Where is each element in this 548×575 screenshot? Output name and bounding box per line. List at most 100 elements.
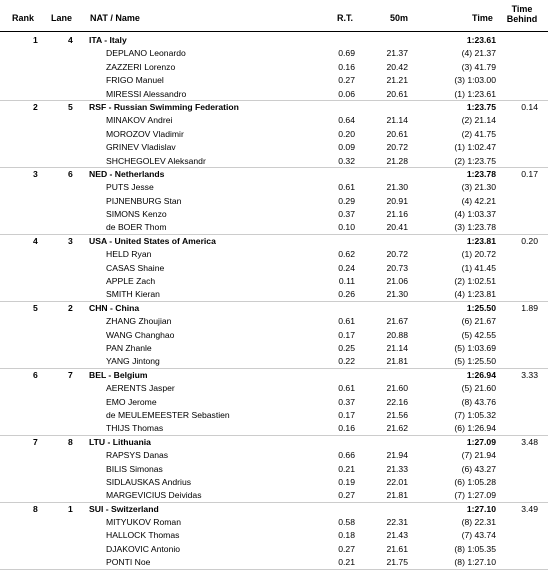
swimmer-name: HELD Ryan [106,249,152,260]
swimmer-split: 21.62 [386,423,408,434]
swimmer-split: 20.91 [386,195,408,206]
swimmer-row: SIMONS Kenzo 0.37 21.16 (4) 1:03.37 [0,208,548,221]
team-time: 1:26.94 [466,369,496,380]
swimmer-split: 21.06 [386,276,408,287]
swimmer-name: RAPSYS Danas [106,450,169,461]
team-time: 1:23.81 [466,235,496,246]
swimmer-cumulative-time: (5) 1:03.69 [454,342,496,353]
swimmer-split: 21.43 [386,530,408,541]
swimmer-name: PAN Zhanle [106,342,152,353]
swimmer-row: PIJNENBURG Stan 0.29 20.91 (4) 42.21 [0,195,548,208]
header-lane: Lane [51,13,73,23]
team-divider [0,434,548,436]
team-nat: NED - Netherlands [89,168,165,179]
swimmer-cumulative-time: (5) 42.55 [461,329,496,340]
swimmer-name: EMO Jerome [106,396,157,407]
swimmer-row: HELD Ryan 0.62 20.72 (1) 20.72 [0,248,548,261]
swimmer-name: WANG Changhao [106,329,175,340]
team-nat: SUI - Switzerland [89,503,159,514]
swimmer-row: PAN Zhanle 0.25 21.14 (5) 1:03.69 [0,342,548,355]
swimmer-cumulative-time: (4) 1:03.37 [454,209,496,220]
swimmer-split: 21.81 [386,490,408,501]
team-lane: 1 [68,503,73,514]
team-time-behind: 3.33 [521,369,538,380]
swimmer-name: PIJNENBURG Stan [106,195,182,206]
team-rank: 1 [33,35,38,45]
swimmer-cumulative-time: (1) 41.45 [461,262,496,273]
swimmer-name: MIRESSI Alessandro [106,88,187,99]
swimmer-split: 21.37 [386,48,408,59]
swimmer-row: YANG Jintong 0.22 21.81 (5) 1:25.50 [0,355,548,369]
swimmer-reaction-time: 0.17 [338,409,355,420]
swimmer-cumulative-time: (6) 21.67 [461,316,496,327]
swimmer-cumulative-time: (7) 43.74 [461,530,496,541]
team-nat: CHN - China [89,302,140,313]
swimmer-row: FRIGO Manuel 0.27 21.21 (3) 1:03.00 [0,74,548,87]
swimmer-name: CASAS Shaine [106,262,165,273]
swimmer-name: SMITH Kieran [106,289,160,300]
team-divider [0,501,548,503]
swimmer-split: 20.72 [386,142,408,153]
team-lane: 7 [68,369,73,380]
swimmer-row: ZAZZERI Lorenzo 0.16 20.42 (3) 41.79 [0,61,548,74]
swimmer-reaction-time: 0.19 [338,476,355,487]
team-time: 1:25.50 [466,302,496,313]
header-reaction-time: R.T. [337,13,354,23]
swimmer-name: SIDLAUSKAS Andrius [106,476,192,487]
team-row: 6 7 BEL - Belgium 1:26.94 3.33 [0,369,548,382]
swimmer-reaction-time: 0.37 [338,209,355,220]
swimmer-cumulative-time: (6) 1:26.94 [454,423,496,434]
team-row: 4 3 USA - United States of America 1:23.81 0… [0,235,548,248]
swimmer-cumulative-time: (8) 22.31 [461,517,496,528]
team-time-behind: 1.89 [521,302,538,313]
swimmer-reaction-time: 0.69 [338,48,355,59]
swimmer-name: BILIS Simonas [106,463,163,474]
swimmer-split: 22.31 [386,517,408,528]
header-rank: Rank [12,13,35,23]
swimmer-row: MINAKOV Andrei 0.64 21.14 (2) 21.14 [0,114,548,127]
team-lane: 2 [68,302,73,313]
swimmer-name: PUTS Jesse [106,182,154,193]
team-divider [0,367,548,369]
team-rank: 5 [33,302,38,313]
swimmer-row: ZHANG Zhoujian 0.61 21.67 (6) 21.67 [0,315,548,328]
swimmer-reaction-time: 0.16 [338,61,355,72]
swimmer-cumulative-time: (5) 21.60 [461,383,496,394]
swimmer-cumulative-time: (2) 21.14 [461,115,496,126]
swimmer-row: BILIS Simonas 0.21 21.33 (6) 43.27 [0,463,548,476]
swimmer-split: 21.67 [386,316,408,327]
swimmer-row: SMITH Kieran 0.26 21.30 (4) 1:23.81 [0,288,548,302]
swimmer-row: de MEULEMEESTER Sebastien 0.17 21.56 (7) 1:… [0,409,548,422]
swimmer-reaction-time: 0.16 [338,423,355,434]
swimmer-split: 20.61 [386,88,408,99]
team-time: 1:27.10 [466,503,496,514]
team-row: 5 2 CHN - China 1:25.50 1.89 [0,302,548,315]
swimmer-cumulative-time: (7) 1:05.32 [454,409,496,420]
swimmer-row: SIDLAUSKAS Andrius 0.19 22.01 (6) 1:05.28 [0,476,548,489]
swimmer-split: 20.72 [386,249,408,260]
team-row: 1 4 ITA - Italy 1:23.61 [0,34,548,47]
swimmer-split: 21.21 [386,75,408,86]
team-divider [0,233,548,235]
swimmer-split: 21.61 [386,543,408,554]
results-table: 1 4 ITA - Italy 1:23.61 DEPLANO Leonardo 0.69… [0,34,548,570]
swimmer-row: PUTS Jesse 0.61 21.30 (3) 21.30 [0,181,548,194]
header-time-behind: Time Behind [506,4,538,24]
swimmer-reaction-time: 0.26 [338,289,355,300]
team-rank: 8 [33,503,38,514]
header-divider [0,31,548,32]
swimmer-split: 20.73 [386,262,408,273]
swimmer-cumulative-time: (2) 1:23.75 [454,155,496,166]
swimmer-reaction-time: 0.09 [338,142,355,153]
swimmer-cumulative-time: (1) 1:02.47 [454,142,496,153]
team-time-behind: 0.17 [521,168,538,179]
swimmer-split: 20.88 [386,329,408,340]
swimmer-reaction-time: 0.58 [338,517,355,528]
team-nat: RSF - Russian Swimming Federation [89,101,239,112]
swimmer-reaction-time: 0.61 [338,383,355,394]
swimmer-name: AERENTS Jasper [106,383,175,394]
swimmer-name: MINAKOV Andrei [106,115,173,126]
swimmer-split: 20.61 [386,128,408,139]
swimmer-row: APPLE Zach 0.11 21.06 (2) 1:02.51 [0,275,548,288]
